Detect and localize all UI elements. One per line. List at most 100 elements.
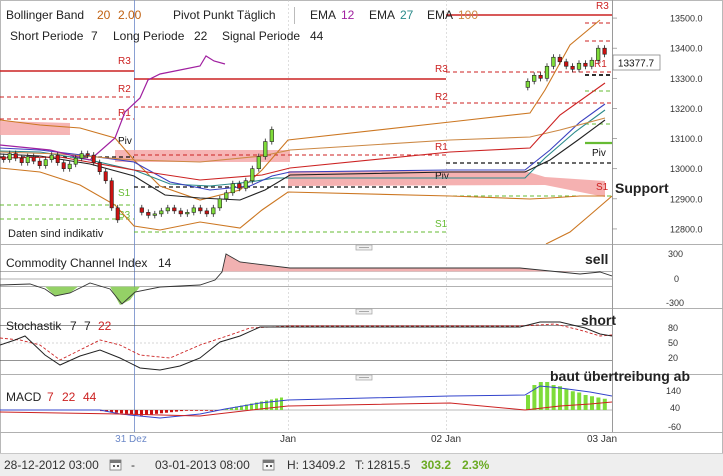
ema100-line: [0, 117, 606, 163]
macd-hist-bar: [115, 410, 118, 413]
macd-hist-bar: [155, 410, 158, 414]
macd-tick-label: -60: [668, 422, 681, 432]
candle: [152, 213, 157, 216]
price-tick-label: 13500.0: [670, 14, 703, 24]
candle: [7, 153, 12, 160]
pivot-label: Pivot Punkt Täglich: [173, 8, 276, 22]
macd-hist-bar: [583, 395, 588, 410]
ema12-line: [0, 55, 226, 161]
candle: [67, 163, 72, 169]
x-tick-label: 31 Dez: [115, 434, 147, 445]
candle: [217, 198, 222, 209]
candle: [172, 207, 177, 212]
ema-black-line: [0, 119, 606, 201]
pivot-label: R3: [596, 1, 609, 12]
macd-hist-bar: [185, 410, 188, 411]
stoch-tick-label: 20: [668, 353, 678, 363]
high-label: H:: [287, 458, 299, 472]
candle: [564, 61, 569, 67]
bb-deviation: 2.00: [118, 8, 142, 22]
price-tick-label: 13400.0: [670, 44, 703, 54]
ema3-value: 100: [458, 8, 478, 22]
candle: [191, 207, 196, 213]
macd-hist-bar: [240, 405, 243, 410]
x-tick-label: 03 Jan: [587, 434, 617, 445]
footer-info: 28-12-2012 03:00 - 03-01-2013 08:00 H: 1…: [4, 458, 490, 472]
candle: [211, 207, 216, 215]
macd-hist-bar: [135, 410, 138, 415]
pivot-label: S1: [435, 219, 448, 230]
bb-label: Bollinger Band: [6, 8, 84, 22]
candle: [532, 75, 537, 82]
calendar-icon[interactable]: [109, 459, 122, 471]
macd-hist-bar: [590, 396, 594, 410]
candle: [544, 65, 550, 79]
pivot-label: S1: [647, 77, 660, 88]
pivot-label: R2: [118, 84, 131, 95]
ema-red-line: [0, 82, 606, 181]
cci-tick-label: -300: [666, 298, 684, 308]
macd-hist-bar: [526, 395, 530, 410]
macd-hist-bar: [210, 410, 213, 411]
x-tick-label: 02 Jan: [431, 434, 461, 445]
macd-title: MACD: [6, 390, 42, 404]
macd-hist-bar: [190, 410, 193, 411]
macd-hist-bar: [160, 410, 163, 414]
pivot-label: S3: [647, 127, 660, 138]
short-value: 7: [91, 29, 98, 43]
pivot-cloud: [115, 150, 290, 162]
panel-grip[interactable]: [355, 374, 373, 381]
pivot-label: R1: [594, 59, 607, 70]
macd-hist-bar: [280, 397, 283, 410]
cci-period: 14: [158, 256, 172, 270]
stoch-k: 7: [70, 319, 77, 333]
pivot-label: R1: [435, 142, 448, 153]
candle: [103, 171, 108, 182]
macd-hist-bar: [130, 410, 133, 415]
cci-negative-area: [45, 286, 78, 296]
ema1-value: 12: [341, 8, 355, 22]
macd-hist-bar: [145, 410, 148, 415]
cci-plot: [0, 253, 612, 305]
legend-header: Bollinger Band 20 2.00 Pivot Punkt Tägli…: [6, 7, 478, 43]
cci-negative-area: [110, 286, 140, 305]
change-percent: 2.3%: [462, 458, 490, 472]
macd-hist-bar: [532, 385, 537, 410]
panel-grip[interactable]: [355, 244, 373, 251]
pivot-label: S1: [596, 182, 609, 193]
candle: [79, 153, 84, 159]
macd-slow: 22: [62, 390, 76, 404]
macd-hist-bar: [545, 382, 550, 410]
price-plot: R3R2R1PivS1S3R3R2R1PivS1R3R2R1R1PivPivS1…: [0, 1, 660, 244]
candle: [576, 62, 582, 70]
candle: [25, 156, 30, 163]
pivot-label: S2: [647, 109, 660, 120]
macd-hist-bar: [195, 410, 198, 411]
candle: [224, 192, 229, 200]
candle: [37, 160, 42, 166]
stoch-title: Stochastik: [6, 319, 62, 333]
candle: [237, 183, 242, 189]
panel-grip[interactable]: [355, 308, 373, 315]
stoch-k-line: [0, 321, 612, 371]
bollinger-lower: [545, 195, 612, 244]
macd-hist-bar: [180, 410, 183, 412]
macd-hist-bar: [570, 391, 575, 410]
stoch-tick-label: 80: [668, 323, 678, 333]
macd-hist-bar: [538, 382, 543, 410]
stoch-d: 7: [84, 319, 91, 333]
candle: [178, 210, 183, 215]
cci-title: Commodity Channel Index: [6, 256, 147, 270]
signal-value: 44: [310, 29, 324, 43]
ema2-value: 27: [400, 8, 414, 22]
price-tick-label: 12800.0: [670, 224, 703, 234]
ema2-label: EMA: [369, 8, 395, 22]
range-start: 28-12-2012 03:00: [4, 458, 99, 472]
candle: [109, 180, 114, 209]
macd-hist-bar: [270, 399, 273, 410]
candle: [269, 129, 274, 142]
candle: [538, 75, 543, 79]
pivot-label: Piv: [592, 148, 606, 159]
calendar-icon[interactable]: [262, 459, 275, 471]
